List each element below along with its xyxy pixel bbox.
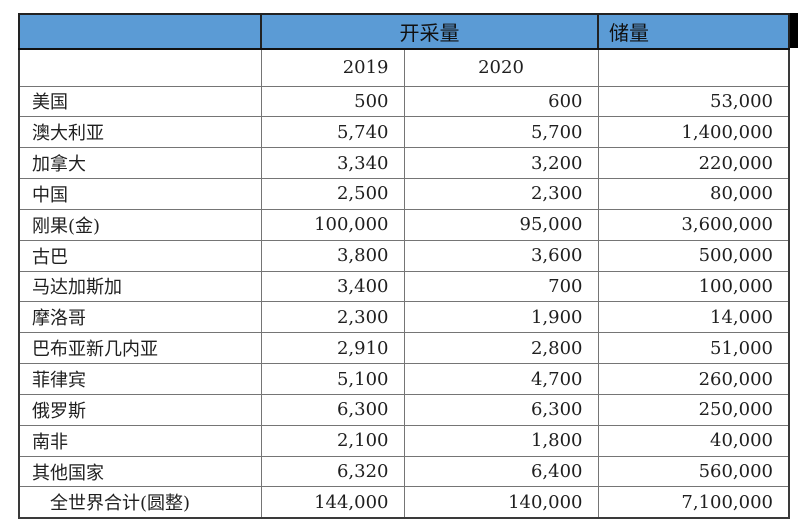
production-2019-cell: 6,320	[260, 455, 405, 488]
empty-corner-cell	[18, 13, 262, 50]
table-row: 摩洛哥 2,300 1,900 14,000	[18, 301, 790, 334]
reserves-cell: 14,000	[597, 301, 790, 334]
table-body: 美国 500 600 53,000 澳大利亚 5,740 5,700 1,400,000 加拿大…	[18, 85, 790, 519]
production-2020-cell: 2,800	[403, 332, 599, 365]
production-2019-cell: 3,400	[260, 270, 405, 303]
reserves-cell: 51,000	[597, 332, 790, 365]
reserves-cell: 3,600,000	[597, 208, 790, 241]
country-cell: 马达加斯加	[18, 270, 262, 303]
country-cell: 刚果(金)	[18, 208, 262, 241]
production-2019-cell: 2,910	[260, 332, 405, 365]
table-row: 加拿大 3,340 3,200 220,000	[18, 147, 790, 180]
production-2020-cell: 95,000	[403, 208, 599, 241]
production-2020-cell: 5,700	[403, 116, 599, 149]
production-2020-cell: 700	[403, 270, 599, 303]
table-row: 菲律宾 5,100 4,700 260,000	[18, 363, 790, 395]
country-cell: 菲律宾	[18, 363, 262, 395]
production-2019-cell: 3,800	[260, 239, 405, 272]
production-column-header: 开采量	[260, 13, 599, 50]
country-cell: 南非	[18, 424, 262, 457]
reserves-cell: 560,000	[597, 455, 790, 488]
country-cell: 摩洛哥	[18, 301, 262, 334]
empty-cell	[18, 48, 262, 87]
reserves-cell: 100,000	[597, 270, 790, 303]
country-cell: 俄罗斯	[18, 393, 262, 426]
production-2019-cell: 2,100	[260, 424, 405, 457]
reserves-cell: 260,000	[597, 363, 790, 395]
reserves-cell: 40,000	[597, 424, 790, 457]
production-2019-cell: 3,340	[260, 147, 405, 180]
reserves-cell: 53,000	[597, 85, 790, 118]
production-2019-cell: 100,000	[260, 208, 405, 241]
world-total-reserves-cell: 7,100,000	[597, 486, 790, 519]
production-2020-cell: 600	[403, 85, 599, 118]
reserves-cell: 220,000	[597, 147, 790, 180]
production-2019-cell: 5,740	[260, 116, 405, 149]
production-2020-cell: 3,200	[403, 147, 599, 180]
country-cell: 古巴	[18, 239, 262, 272]
table-row: 巴布亚新几内亚 2,910 2,800 51,000	[18, 332, 790, 365]
production-2020-cell: 4,700	[403, 363, 599, 395]
mineral-statistics-table: 开采量 储量 2019 2020 美国 500 600 53,000 澳大利亚 5,740…	[18, 13, 790, 519]
country-cell: 其他国家	[18, 455, 262, 488]
country-cell: 澳大利亚	[18, 116, 262, 149]
production-2020-cell: 1,800	[403, 424, 599, 457]
production-2020-cell: 1,900	[403, 301, 599, 334]
table-row: 刚果(金) 100,000 95,000 3,600,000	[18, 208, 790, 241]
table-row: 俄罗斯 6,300 6,300 250,000	[18, 393, 790, 426]
production-2019-cell: 2,300	[260, 301, 405, 334]
table-row: 其他国家 6,320 6,400 560,000	[18, 455, 790, 488]
production-2020-cell: 2,300	[403, 178, 599, 210]
world-total-2020-cell: 140,000	[403, 486, 599, 519]
table-row: 美国 500 600 53,000	[18, 85, 790, 118]
production-2020-cell: 3,600	[403, 239, 599, 272]
year-subheader-row: 2019 2020	[18, 48, 790, 87]
reserves-cell: 1,400,000	[597, 116, 790, 149]
world-total-2019-cell: 144,000	[260, 486, 405, 519]
production-2019-cell: 2,500	[260, 178, 405, 210]
table-row: 马达加斯加 3,400 700 100,000	[18, 270, 790, 303]
table-header-row: 开采量 储量	[18, 13, 790, 50]
production-2019-cell: 5,100	[260, 363, 405, 395]
reserves-column-header: 储量	[597, 13, 790, 50]
table-row: 古巴 3,800 3,600 500,000	[18, 239, 790, 272]
reserves-cell: 80,000	[597, 178, 790, 210]
world-total-label: 全世界合计(圆整)	[18, 486, 262, 519]
country-cell: 加拿大	[18, 147, 262, 180]
year-2020-header: 2020	[403, 48, 599, 87]
country-cell: 中国	[18, 178, 262, 210]
table-row: 南非 2,100 1,800 40,000	[18, 424, 790, 457]
clipped-element-fragment	[790, 13, 798, 48]
production-2019-cell: 6,300	[260, 393, 405, 426]
production-2020-cell: 6,300	[403, 393, 599, 426]
empty-cell	[597, 48, 790, 87]
country-cell: 巴布亚新几内亚	[18, 332, 262, 365]
world-total-row: 全世界合计(圆整) 144,000 140,000 7,100,000	[18, 486, 790, 519]
year-2019-header: 2019	[260, 48, 405, 87]
reserves-cell: 250,000	[597, 393, 790, 426]
reserves-cell: 500,000	[597, 239, 790, 272]
table-row: 澳大利亚 5,740 5,700 1,400,000	[18, 116, 790, 149]
country-cell: 美国	[18, 85, 262, 118]
production-2019-cell: 500	[260, 85, 405, 118]
table-row: 中国 2,500 2,300 80,000	[18, 178, 790, 210]
production-2020-cell: 6,400	[403, 455, 599, 488]
